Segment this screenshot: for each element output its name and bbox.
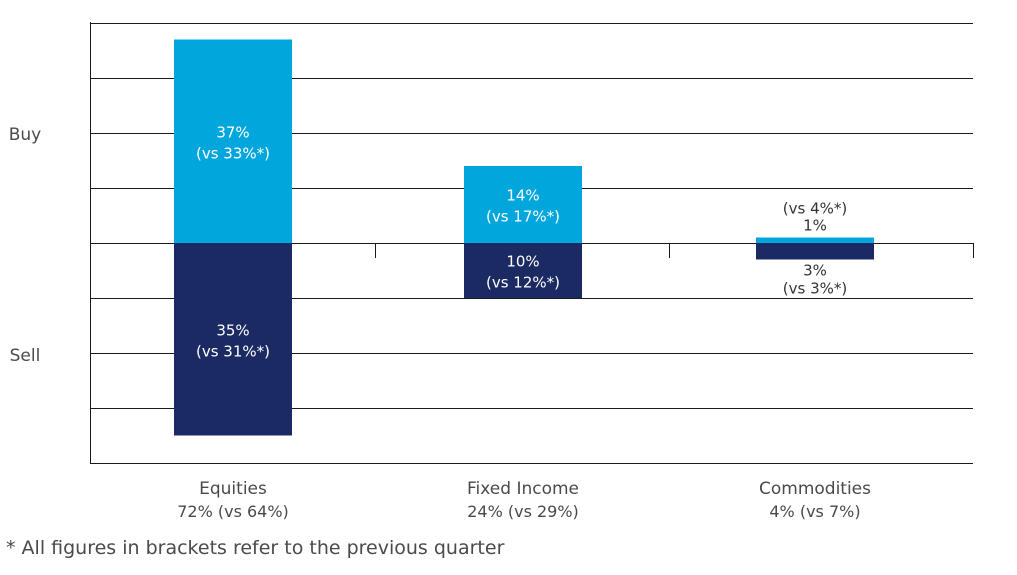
category-label: Fixed Income: [467, 479, 579, 499]
data-labels: 37% (vs 33%*) 35% (vs 31%*) Equities 72% (vs …: [177, 123, 871, 521]
data-label-sell-previous: (vs 3%*): [783, 280, 847, 298]
side-label-buy: Buy: [9, 125, 42, 145]
bar-buy-3: [756, 237, 874, 243]
bar-sell-2: [464, 243, 582, 298]
data-label-buy-value: 14%: [506, 187, 539, 205]
axes: Buy Sell: [9, 22, 974, 464]
data-label-sell-previous: (vs 12%*): [486, 274, 560, 292]
bar-buy-1: [174, 39, 292, 243]
bar-buy-2: [464, 166, 582, 243]
data-label-sell-value: 10%: [506, 253, 539, 271]
bars: [174, 39, 874, 436]
data-label-buy-previous: (vs 4%*): [783, 200, 847, 218]
data-label-buy-previous: (vs 33%*): [196, 144, 270, 162]
category-label: Equities: [199, 479, 267, 499]
category-total-label: 72% (vs 64%): [177, 502, 289, 521]
category-total-label: 4% (vs 7%): [769, 502, 860, 521]
data-label-sell-value: 35%: [216, 321, 249, 339]
data-label-sell-previous: (vs 31%*): [196, 342, 270, 360]
data-label-sell-value: 3%: [803, 262, 827, 280]
bar-sell-3: [756, 243, 874, 260]
data-label-buy-previous: (vs 17%*): [486, 208, 560, 226]
data-label-buy-value: 1%: [803, 217, 827, 235]
category-total-label: 24% (vs 29%): [467, 502, 579, 521]
side-label-sell: Sell: [10, 346, 41, 366]
bar-sell-1: [174, 243, 292, 436]
footnote: * All figures in brackets refer to the p…: [6, 537, 505, 559]
category-label: Commodities: [759, 479, 871, 499]
data-label-buy-value: 37%: [216, 123, 249, 141]
